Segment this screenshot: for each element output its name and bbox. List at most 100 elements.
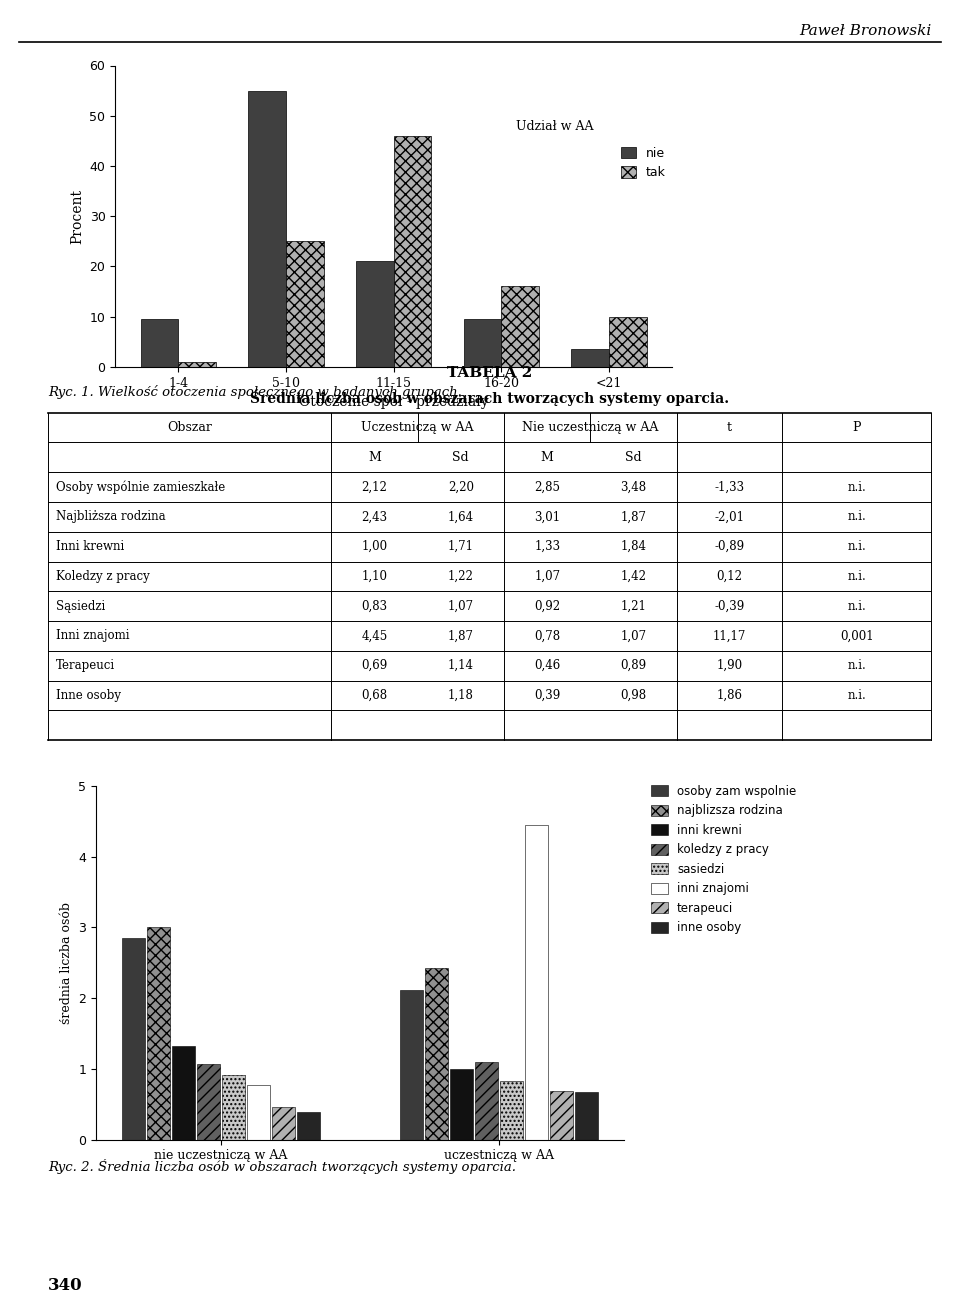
Text: 2,43: 2,43 xyxy=(361,511,388,524)
Text: 1,21: 1,21 xyxy=(621,600,646,613)
Bar xyxy=(575,1091,598,1140)
Text: 0,83: 0,83 xyxy=(361,600,388,613)
Bar xyxy=(247,1085,270,1140)
Text: -1,33: -1,33 xyxy=(714,481,745,494)
Text: Paweł Bronowski: Paweł Bronowski xyxy=(799,24,931,38)
Legend: nie, tak: nie, tak xyxy=(621,147,665,179)
Text: 0,46: 0,46 xyxy=(534,659,561,672)
Bar xyxy=(500,1081,523,1140)
Text: Sąsiedzi: Sąsiedzi xyxy=(56,600,105,613)
Text: 1,42: 1,42 xyxy=(620,570,647,583)
Text: 4,45: 4,45 xyxy=(361,629,388,642)
Bar xyxy=(464,320,501,367)
Text: Nie uczestniczą w AA: Nie uczestniczą w AA xyxy=(522,421,659,434)
Text: 1,22: 1,22 xyxy=(448,570,473,583)
Text: n.i.: n.i. xyxy=(848,600,866,613)
Text: 0,69: 0,69 xyxy=(361,659,388,672)
Text: Udział w AA: Udział w AA xyxy=(516,119,593,132)
Text: 0,89: 0,89 xyxy=(620,659,647,672)
Bar xyxy=(222,1074,245,1140)
Text: 0,12: 0,12 xyxy=(716,570,743,583)
Text: -0,89: -0,89 xyxy=(714,540,745,553)
Text: 0,92: 0,92 xyxy=(534,600,561,613)
X-axis label: Otoczenie społ - przedziały: Otoczenie społ - przedziały xyxy=(299,396,489,409)
Text: Inni znajomi: Inni znajomi xyxy=(56,629,130,642)
Text: 3,01: 3,01 xyxy=(534,511,561,524)
Text: n.i.: n.i. xyxy=(848,659,866,672)
Text: Uczestniczą w AA: Uczestniczą w AA xyxy=(361,421,474,434)
Bar xyxy=(249,90,286,367)
Text: Ryc. 1. Wielkość otoczenia społecznego w badanych grupach.: Ryc. 1. Wielkość otoczenia społecznego w… xyxy=(48,385,462,400)
Text: n.i.: n.i. xyxy=(848,511,866,524)
Text: Osoby wspólnie zamieszkałe: Osoby wspólnie zamieszkałe xyxy=(56,481,225,494)
Bar xyxy=(450,1069,473,1140)
Text: n.i.: n.i. xyxy=(848,481,866,494)
Bar xyxy=(525,825,548,1140)
Bar xyxy=(571,350,609,367)
Text: 0,68: 0,68 xyxy=(361,689,388,702)
Bar xyxy=(286,241,324,367)
Bar xyxy=(501,287,539,367)
Text: 11,17: 11,17 xyxy=(713,629,746,642)
Text: 0,78: 0,78 xyxy=(534,629,561,642)
Bar xyxy=(356,262,394,367)
Y-axis label: Procent: Procent xyxy=(70,189,84,244)
Text: -0,39: -0,39 xyxy=(714,600,745,613)
Text: 1,64: 1,64 xyxy=(447,511,474,524)
Text: t: t xyxy=(727,421,732,434)
Text: 1,07: 1,07 xyxy=(447,600,474,613)
Text: 3,48: 3,48 xyxy=(620,481,647,494)
Bar xyxy=(197,1064,220,1140)
Text: 0,39: 0,39 xyxy=(534,689,561,702)
Text: 1,00: 1,00 xyxy=(361,540,388,553)
Bar xyxy=(475,1062,498,1140)
Bar xyxy=(140,320,179,367)
Text: -2,01: -2,01 xyxy=(714,511,745,524)
Text: Sd: Sd xyxy=(452,451,469,464)
Text: 1,90: 1,90 xyxy=(716,659,743,672)
Text: 1,87: 1,87 xyxy=(447,629,474,642)
Text: P: P xyxy=(852,421,861,434)
Text: Sd: Sd xyxy=(625,451,642,464)
Text: 1,87: 1,87 xyxy=(620,511,647,524)
Bar xyxy=(425,968,448,1140)
Legend: osoby zam wspolnie, najblizsza rodzina, inni krewni, koledzy z pracy, sasiedzi, : osoby zam wspolnie, najblizsza rodzina, … xyxy=(651,785,796,934)
Bar xyxy=(179,362,216,367)
Text: 1,14: 1,14 xyxy=(447,659,474,672)
Bar xyxy=(550,1091,573,1140)
Bar xyxy=(272,1107,295,1140)
Text: 1,10: 1,10 xyxy=(361,570,388,583)
Text: Terapeuci: Terapeuci xyxy=(56,659,115,672)
Text: 1,86: 1,86 xyxy=(716,689,743,702)
Text: Ryc. 2. Średnia liczba osób w obszarach tworzących systemy oparcia.: Ryc. 2. Średnia liczba osób w obszarach … xyxy=(48,1159,516,1174)
Bar xyxy=(147,926,170,1140)
Text: M: M xyxy=(368,451,381,464)
Text: n.i.: n.i. xyxy=(848,689,866,702)
Y-axis label: średnia liczba osób: średnia liczba osób xyxy=(60,901,73,1024)
Bar xyxy=(297,1112,320,1140)
Bar xyxy=(394,136,431,367)
Bar xyxy=(400,990,423,1140)
Text: 340: 340 xyxy=(48,1277,83,1294)
Text: Średnia liczba osób w obszarach tworzących systemy oparcia.: Średnia liczba osób w obszarach tworzący… xyxy=(250,389,730,406)
Text: 1,33: 1,33 xyxy=(534,540,561,553)
Text: 2,12: 2,12 xyxy=(362,481,387,494)
Bar xyxy=(122,938,145,1140)
Text: 1,18: 1,18 xyxy=(448,689,473,702)
Text: Inni krewni: Inni krewni xyxy=(56,540,124,553)
Text: Koledzy z pracy: Koledzy z pracy xyxy=(56,570,150,583)
Text: 1,07: 1,07 xyxy=(534,570,561,583)
Text: 0,98: 0,98 xyxy=(620,689,647,702)
Text: Obszar: Obszar xyxy=(167,421,212,434)
Text: 1,71: 1,71 xyxy=(447,540,474,553)
Bar xyxy=(172,1045,195,1140)
Text: Inne osoby: Inne osoby xyxy=(56,689,121,702)
Text: n.i.: n.i. xyxy=(848,570,866,583)
Text: 1,07: 1,07 xyxy=(620,629,647,642)
Text: 2,20: 2,20 xyxy=(447,481,474,494)
Text: M: M xyxy=(540,451,554,464)
Bar xyxy=(609,317,647,367)
Text: TABELA 2: TABELA 2 xyxy=(447,365,532,380)
Text: 2,85: 2,85 xyxy=(534,481,561,494)
Text: n.i.: n.i. xyxy=(848,540,866,553)
